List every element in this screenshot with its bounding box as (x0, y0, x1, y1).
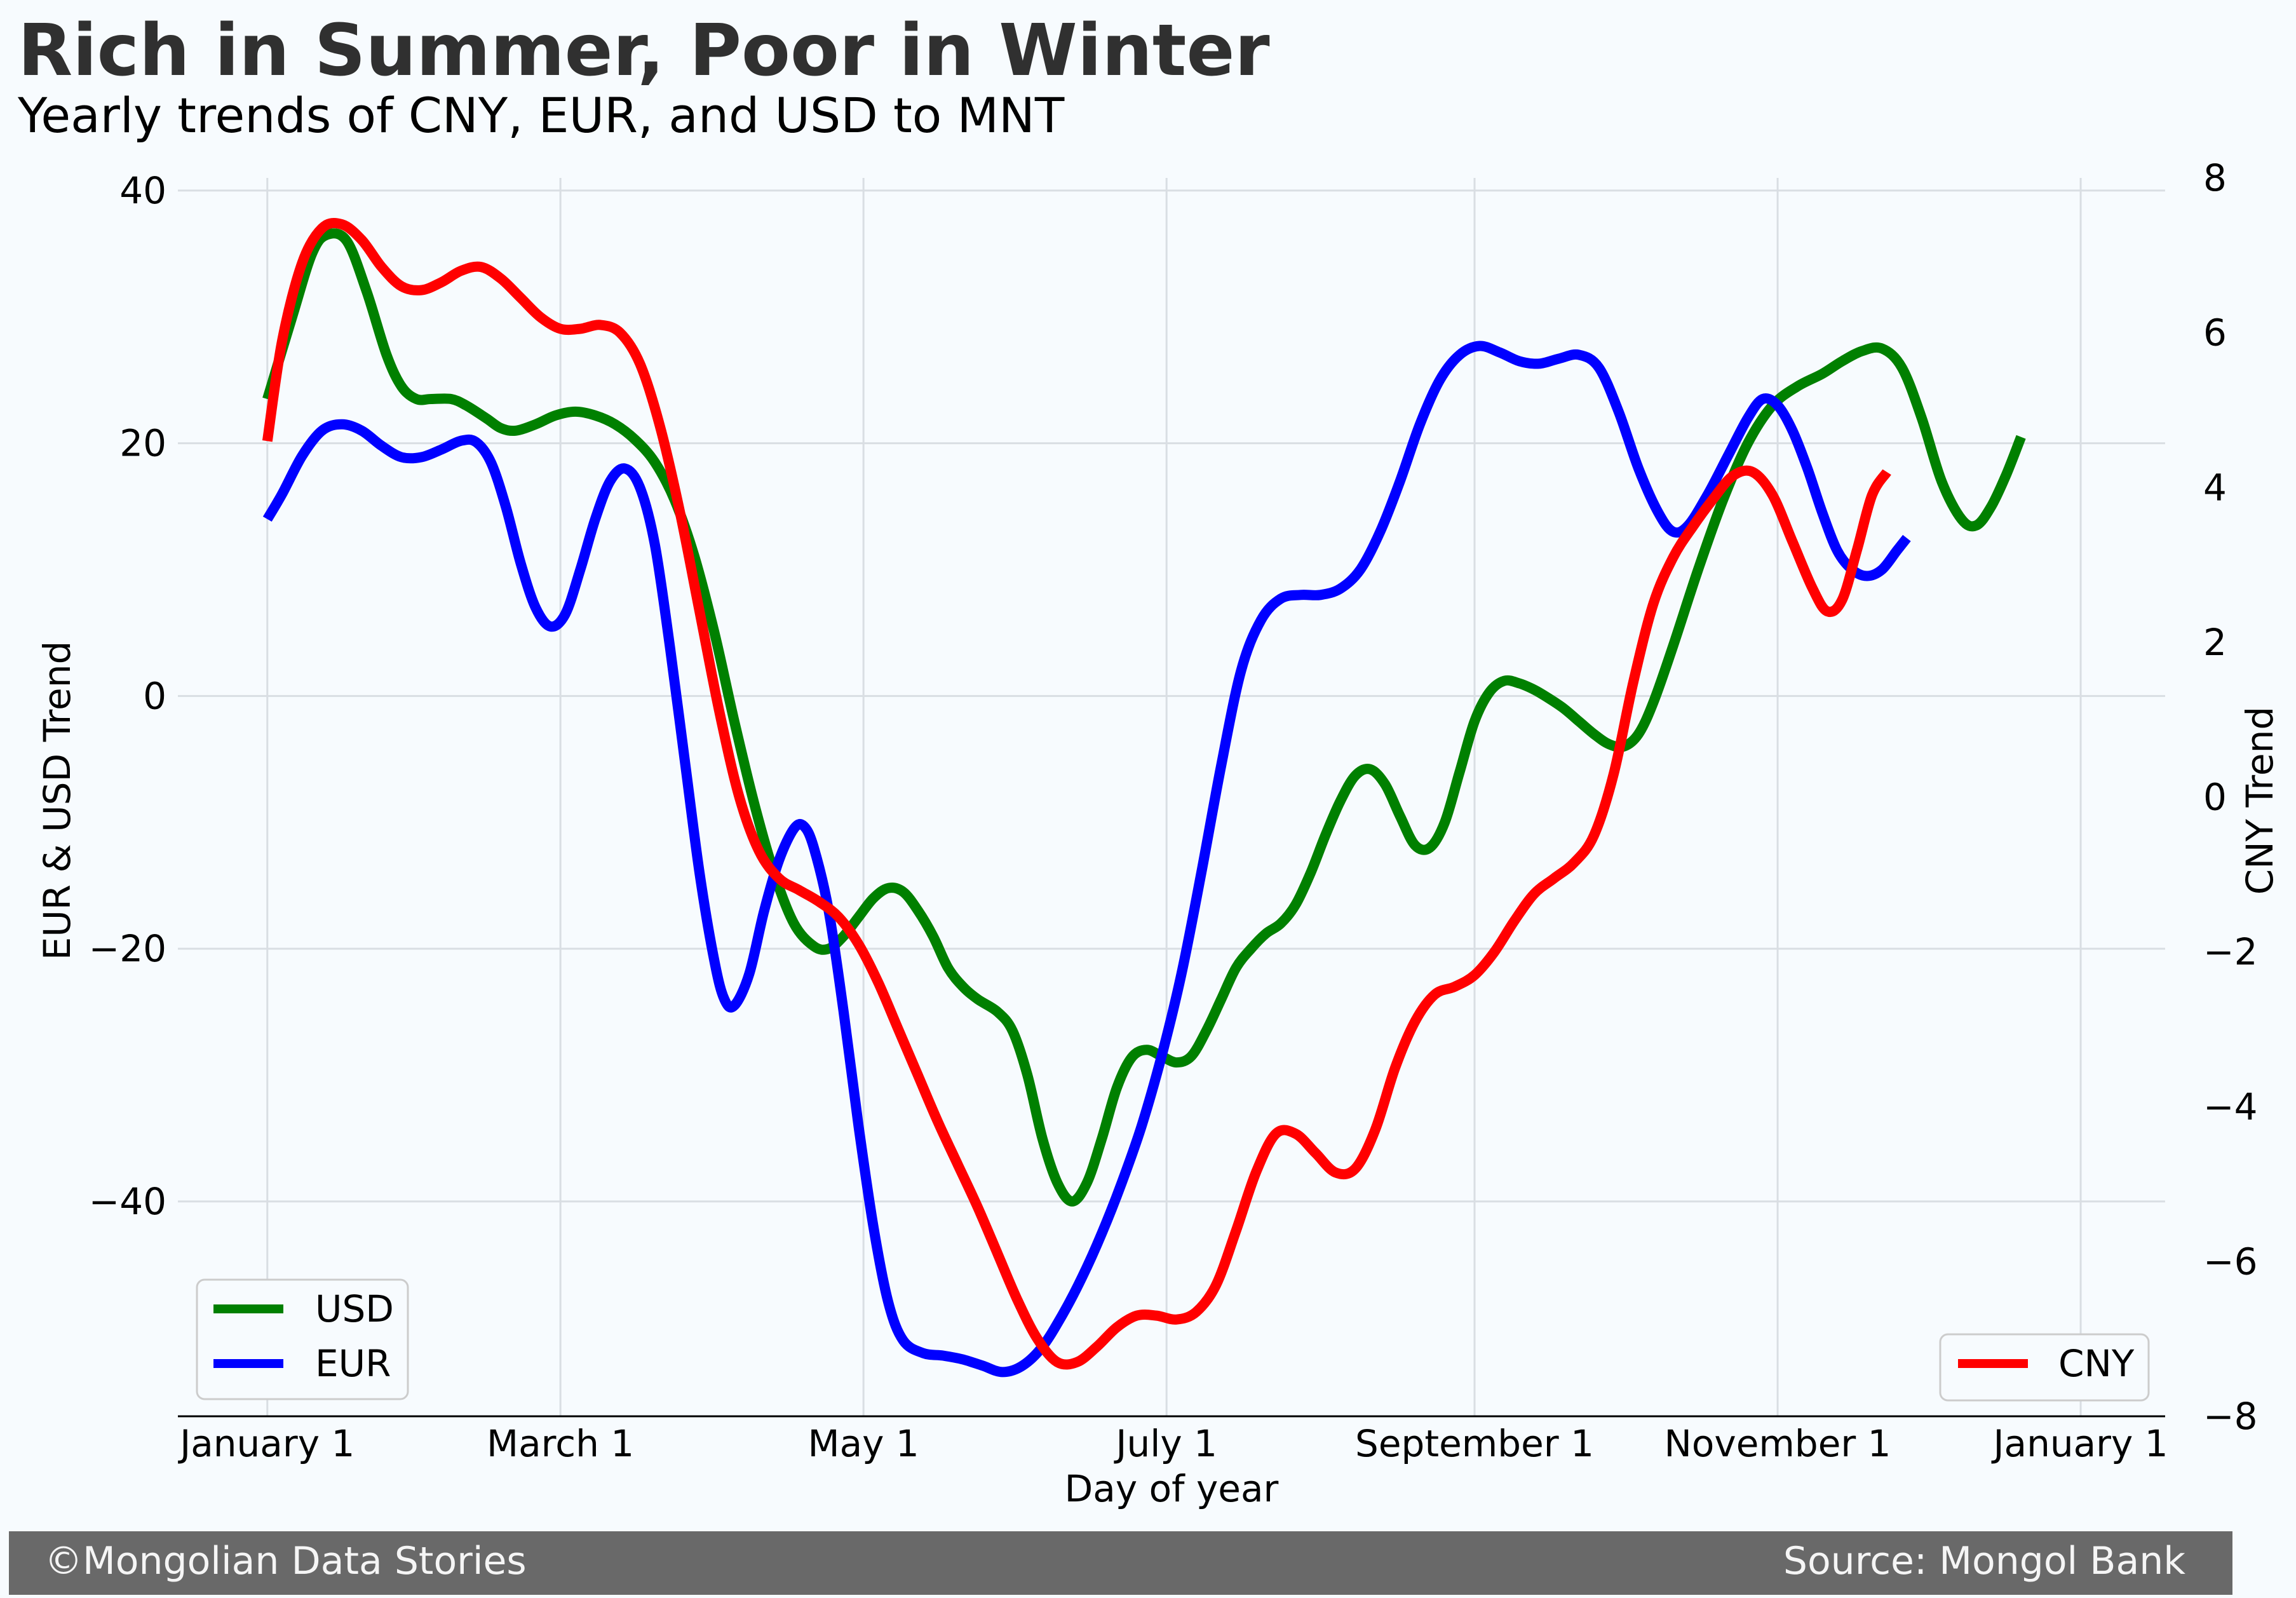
y-tick-label-right: 8 (2203, 156, 2227, 200)
chart-subtitle: Yearly trends of CNY, EUR, and USD to MN… (17, 87, 1065, 144)
series-lines (262, 217, 2026, 1378)
legend-eur-label: EUR (315, 1342, 391, 1385)
legend-left: USD EUR (196, 1278, 409, 1400)
series-line-usd (262, 228, 2026, 1207)
grid (178, 178, 2165, 1416)
x-tick-label: January 1 (1991, 1422, 2168, 1465)
legend-usd-label: USD (315, 1287, 394, 1331)
footer-bar: ©Mongolian Data Stories Source: Mongol B… (9, 1531, 2232, 1595)
x-tick-label: January 1 (178, 1422, 355, 1465)
footer-credit: ©Mongolian Data Stories (44, 1539, 527, 1583)
x-tick-label: September 1 (1355, 1422, 1594, 1465)
y-ticks-left: 40 20 0 −20 −40 (89, 169, 166, 1223)
y-tick-label-right: 0 (2203, 776, 2227, 819)
series-line-eur (262, 341, 1911, 1378)
y-axis-label-right: CNY Trend (2238, 707, 2281, 895)
x-tick-label: November 1 (1665, 1422, 1891, 1465)
x-ticks: January 1 March 1 May 1 July 1 September 1 No… (178, 1422, 2168, 1465)
footer-source: Source: Mongol Bank (1783, 1539, 2185, 1583)
legend-right: CNY (1939, 1333, 2150, 1402)
y-tick-label-right: −2 (2203, 930, 2258, 973)
y-tick-label-left: −40 (89, 1180, 166, 1223)
footer-background (9, 1531, 2232, 1595)
y-tick-label-right: −6 (2203, 1240, 2258, 1283)
y-tick-label-left: 40 (119, 169, 166, 212)
y-tick-label-left: 0 (143, 674, 166, 717)
y-tick-label-right: −4 (2203, 1085, 2258, 1128)
y-tick-label-left: 20 (119, 422, 166, 465)
legend-right-box (1939, 1333, 2150, 1402)
x-tick-label: July 1 (1114, 1422, 1217, 1465)
y-tick-label-right: −8 (2203, 1395, 2258, 1438)
y-tick-label-right: 2 (2203, 621, 2227, 664)
x-tick-label: March 1 (487, 1422, 634, 1465)
y-ticks-right: 8 6 4 2 0 −2 −4 −6 −8 (2203, 156, 2258, 1438)
y-tick-label-left: −20 (89, 927, 166, 970)
chart-title: Rich in Summer, Poor in Winter (18, 10, 1270, 92)
x-tick-label: May 1 (808, 1422, 919, 1465)
series-line-cny (262, 217, 1891, 1370)
x-axis-label: Day of year (1065, 1467, 1279, 1510)
y-tick-label-right: 4 (2203, 466, 2227, 509)
legend-cny-label: CNY (2058, 1342, 2135, 1385)
y-axis-label-left: EUR & USD Trend (36, 641, 79, 961)
y-tick-label-right: 6 (2203, 311, 2227, 355)
